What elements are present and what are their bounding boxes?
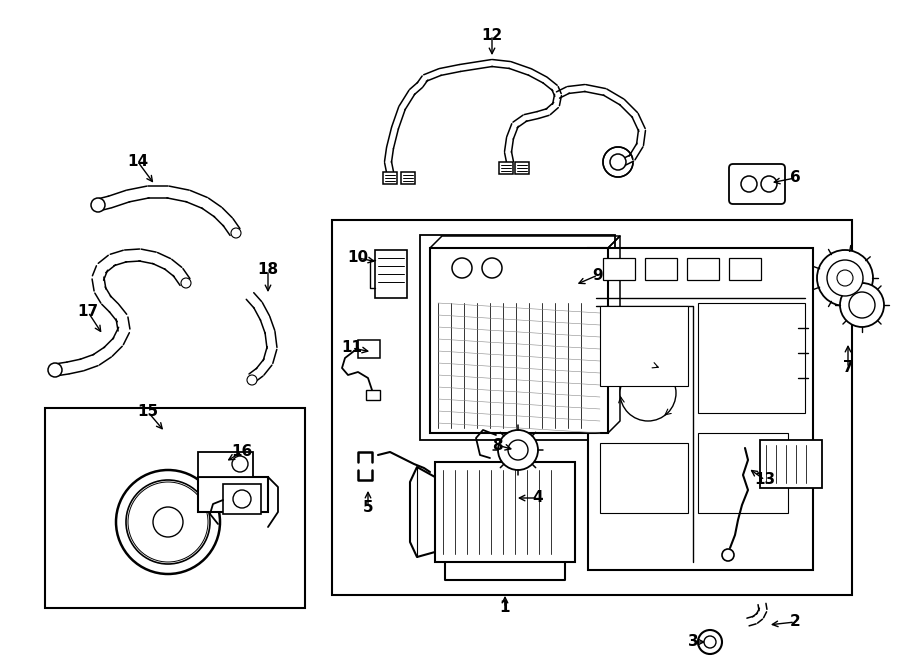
Circle shape: [140, 494, 196, 550]
Text: 4: 4: [533, 490, 544, 506]
Circle shape: [126, 480, 210, 564]
Bar: [45, 408, 305, 608]
Text: 12: 12: [482, 28, 502, 42]
Circle shape: [849, 292, 875, 318]
Text: 14: 14: [128, 155, 148, 169]
Text: 5: 5: [363, 500, 374, 516]
Circle shape: [817, 250, 873, 306]
Circle shape: [508, 440, 528, 460]
Bar: [600, 306, 688, 386]
Circle shape: [452, 258, 472, 278]
Circle shape: [482, 258, 502, 278]
Bar: [435, 462, 575, 562]
Bar: [698, 303, 805, 413]
Circle shape: [704, 636, 716, 648]
Text: 2: 2: [789, 615, 800, 629]
Bar: [760, 440, 822, 488]
Bar: [401, 172, 415, 184]
Circle shape: [741, 176, 757, 192]
Circle shape: [128, 482, 208, 562]
Bar: [729, 258, 761, 280]
Bar: [430, 248, 608, 433]
Bar: [358, 340, 380, 358]
Circle shape: [620, 365, 676, 421]
Circle shape: [698, 630, 722, 654]
Bar: [698, 433, 788, 513]
Bar: [600, 443, 688, 513]
Text: 6: 6: [789, 171, 800, 186]
Text: 3: 3: [688, 635, 698, 650]
FancyBboxPatch shape: [729, 164, 785, 204]
Circle shape: [837, 270, 853, 286]
Circle shape: [610, 154, 626, 170]
Bar: [515, 162, 529, 174]
Bar: [366, 390, 380, 400]
Text: 11: 11: [341, 340, 363, 356]
Bar: [198, 452, 253, 477]
Circle shape: [840, 283, 884, 327]
Bar: [223, 484, 261, 514]
Circle shape: [761, 176, 777, 192]
Circle shape: [498, 430, 538, 470]
Bar: [687, 258, 719, 280]
Circle shape: [247, 375, 257, 385]
Circle shape: [153, 507, 183, 537]
Text: 8: 8: [491, 438, 502, 453]
Bar: [383, 172, 397, 184]
Circle shape: [722, 549, 734, 561]
Circle shape: [48, 363, 62, 377]
Text: 16: 16: [231, 444, 253, 459]
Text: 18: 18: [257, 262, 279, 278]
Circle shape: [132, 486, 204, 558]
Circle shape: [91, 198, 105, 212]
Bar: [198, 477, 268, 512]
Text: 13: 13: [754, 473, 776, 488]
Circle shape: [232, 456, 248, 472]
Bar: [588, 248, 813, 570]
Bar: [645, 258, 677, 280]
Bar: [375, 250, 407, 298]
Circle shape: [181, 278, 191, 288]
Circle shape: [827, 260, 863, 296]
Bar: [332, 220, 852, 595]
Text: 9: 9: [593, 268, 603, 282]
Circle shape: [233, 490, 251, 508]
Circle shape: [116, 470, 220, 574]
Bar: [603, 258, 635, 280]
Text: 1: 1: [500, 600, 510, 615]
Bar: [420, 235, 615, 440]
Text: 10: 10: [347, 251, 369, 266]
Text: 7: 7: [842, 360, 853, 375]
Text: 15: 15: [138, 405, 158, 420]
Circle shape: [231, 228, 241, 238]
Bar: [499, 162, 513, 174]
Text: 17: 17: [77, 305, 99, 319]
